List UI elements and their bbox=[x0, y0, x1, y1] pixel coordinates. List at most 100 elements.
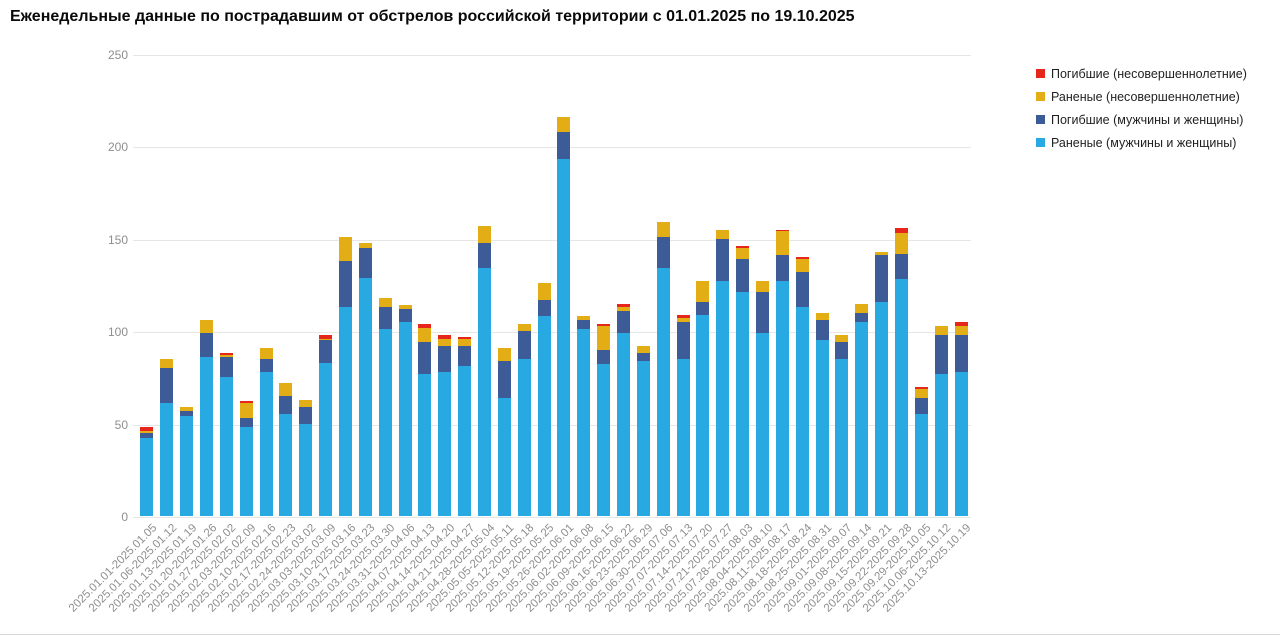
bar-segment[interactable] bbox=[239, 418, 253, 428]
bar-segment[interactable] bbox=[736, 292, 750, 516]
bar-segment[interactable] bbox=[914, 397, 928, 415]
bar-segment[interactable] bbox=[478, 242, 491, 269]
bar-segment[interactable] bbox=[815, 312, 829, 321]
bar[interactable] bbox=[438, 334, 452, 516]
bar-segment[interactable] bbox=[577, 316, 591, 321]
bar-segment[interactable] bbox=[954, 325, 968, 335]
bar-segment[interactable] bbox=[597, 364, 611, 516]
bar-segment[interactable] bbox=[497, 347, 511, 361]
bar-segment[interactable] bbox=[140, 438, 154, 516]
bar[interactable] bbox=[378, 297, 392, 516]
bar-segment[interactable] bbox=[656, 222, 670, 237]
bar[interactable] bbox=[239, 401, 253, 516]
bar-segment[interactable] bbox=[299, 399, 313, 407]
bar-segment[interactable] bbox=[259, 347, 273, 359]
bar-segment[interactable] bbox=[577, 320, 591, 330]
bar-segment[interactable] bbox=[358, 248, 372, 278]
bar-segment[interactable] bbox=[219, 377, 233, 516]
bar-segment[interactable] bbox=[279, 414, 293, 516]
bar-segment[interactable] bbox=[914, 414, 928, 516]
bar[interactable] bbox=[358, 242, 372, 516]
bar-segment[interactable] bbox=[934, 334, 948, 374]
bar[interactable] bbox=[259, 347, 273, 516]
bar-segment[interactable] bbox=[200, 357, 213, 516]
bar[interactable] bbox=[398, 305, 412, 516]
bar-segment[interactable] bbox=[617, 333, 630, 516]
bar-segment[interactable] bbox=[339, 307, 352, 516]
bar[interactable] bbox=[418, 323, 432, 516]
bar-segment[interactable] bbox=[517, 358, 531, 516]
bar-segment[interactable] bbox=[815, 320, 829, 341]
bar-segment[interactable] bbox=[279, 382, 293, 396]
bar-segment[interactable] bbox=[378, 329, 392, 516]
legend-item[interactable]: Погибшие (мужчины и женщины) bbox=[1036, 108, 1247, 131]
bar-segment[interactable] bbox=[517, 323, 531, 332]
bar-segment[interactable] bbox=[577, 329, 591, 516]
bar-segment[interactable] bbox=[954, 334, 968, 372]
bar-segment[interactable] bbox=[676, 318, 690, 322]
bar-segment[interactable] bbox=[914, 386, 928, 389]
bar-segment[interactable] bbox=[855, 303, 869, 313]
bar-segment[interactable] bbox=[795, 257, 809, 260]
bar-segment[interactable] bbox=[895, 279, 908, 516]
bar-segment[interactable] bbox=[200, 320, 213, 334]
bar-segment[interactable] bbox=[617, 303, 630, 308]
bar-segment[interactable] bbox=[895, 233, 908, 254]
bar-segment[interactable] bbox=[656, 268, 670, 516]
bar-segment[interactable] bbox=[537, 299, 551, 317]
bar-segment[interactable] bbox=[954, 321, 968, 326]
legend-item[interactable]: Раненые (несовершеннолетние) bbox=[1036, 85, 1247, 108]
bar-segment[interactable] bbox=[875, 301, 889, 516]
bar-segment[interactable] bbox=[696, 281, 710, 302]
bar-segment[interactable] bbox=[438, 346, 452, 372]
bar[interactable] bbox=[895, 227, 908, 516]
bar-segment[interactable] bbox=[239, 401, 253, 404]
bar-segment[interactable] bbox=[716, 281, 730, 516]
bar[interactable] bbox=[835, 334, 849, 516]
bar-segment[interactable] bbox=[756, 333, 769, 516]
bar[interactable] bbox=[636, 346, 650, 516]
bar[interactable] bbox=[577, 316, 591, 516]
bar-segment[interactable] bbox=[438, 338, 452, 346]
bar-segment[interactable] bbox=[557, 159, 571, 516]
bar-segment[interactable] bbox=[160, 368, 174, 404]
bar-segment[interactable] bbox=[676, 321, 690, 359]
bar[interactable] bbox=[875, 251, 889, 516]
bar-segment[interactable] bbox=[756, 292, 769, 334]
bar-segment[interactable] bbox=[140, 432, 154, 439]
bar-segment[interactable] bbox=[934, 325, 948, 335]
bar-segment[interactable] bbox=[895, 227, 908, 234]
bar-segment[interactable] bbox=[180, 416, 194, 516]
bar-segment[interactable] bbox=[795, 272, 809, 308]
bar[interactable] bbox=[517, 323, 531, 516]
bar-segment[interactable] bbox=[775, 281, 789, 516]
bar[interactable] bbox=[319, 334, 333, 516]
bar[interactable] bbox=[656, 222, 670, 516]
bar-segment[interactable] bbox=[339, 236, 352, 261]
bar[interactable] bbox=[934, 325, 948, 516]
bar-segment[interactable] bbox=[378, 297, 392, 308]
bar[interactable] bbox=[696, 281, 710, 516]
bar-segment[interactable] bbox=[200, 333, 213, 358]
bar-segment[interactable] bbox=[458, 346, 472, 367]
bar[interactable] bbox=[537, 283, 551, 516]
bar-segment[interactable] bbox=[795, 259, 809, 273]
bar[interactable] bbox=[339, 236, 352, 516]
bar[interactable] bbox=[914, 386, 928, 516]
bar-segment[interactable] bbox=[358, 242, 372, 249]
bar[interactable] bbox=[478, 225, 491, 516]
bar-segment[interactable] bbox=[875, 255, 889, 302]
bar-segment[interactable] bbox=[736, 248, 750, 260]
bar-segment[interactable] bbox=[438, 334, 452, 339]
bar-segment[interactable] bbox=[458, 336, 472, 339]
bar-segment[interactable] bbox=[636, 353, 650, 361]
bar-segment[interactable] bbox=[835, 334, 849, 343]
bar-segment[interactable] bbox=[835, 358, 849, 516]
bar-segment[interactable] bbox=[478, 225, 491, 243]
bar[interactable] bbox=[180, 407, 194, 516]
bar[interactable] bbox=[815, 312, 829, 516]
bar-segment[interactable] bbox=[418, 323, 432, 328]
bar-segment[interactable] bbox=[517, 331, 531, 359]
bar[interactable] bbox=[597, 323, 611, 516]
bar-segment[interactable] bbox=[676, 358, 690, 516]
